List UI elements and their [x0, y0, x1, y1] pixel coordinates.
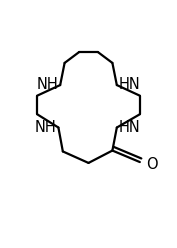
- Text: NH: NH: [35, 120, 56, 135]
- Text: O: O: [146, 157, 158, 172]
- Text: NH: NH: [36, 77, 58, 92]
- Text: HN: HN: [119, 120, 141, 135]
- Text: HN: HN: [119, 77, 141, 92]
